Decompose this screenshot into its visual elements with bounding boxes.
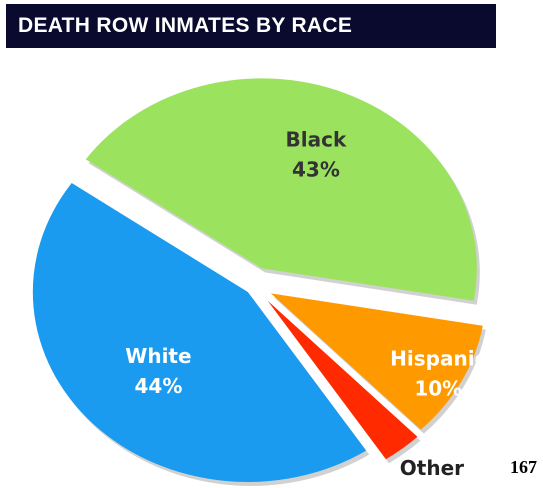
slice-name-hispanic: Hispanic xyxy=(390,346,486,370)
pie-labels: Black 43% Hispanic 10% Other 3% White 44% xyxy=(125,127,486,488)
slice-percent-other: 3% xyxy=(415,486,449,488)
slice-percent-hispanic: 10% xyxy=(414,376,462,400)
pie-slice-other xyxy=(267,300,418,460)
pie-slice-black xyxy=(85,78,477,301)
chart-title: DEATH ROW INMATES BY RACE xyxy=(6,4,496,48)
slice-name-white: White xyxy=(125,344,191,368)
slice-name-other: Other xyxy=(400,456,464,480)
slice-label-other: Other 3% xyxy=(400,456,464,488)
slice-percent-white: 44% xyxy=(134,374,182,398)
slice-name-black: Black xyxy=(286,127,347,151)
slice-label-white: White 44% xyxy=(125,344,191,398)
pie-slice-hispanic xyxy=(270,293,483,430)
page-number: 167 xyxy=(510,457,537,477)
slice-label-black: Black 43% xyxy=(286,127,347,181)
pie-slice-white xyxy=(32,182,367,482)
slice-label-hispanic: Hispanic 10% xyxy=(390,346,486,400)
slice-percent-black: 43% xyxy=(292,157,340,181)
pie-slices xyxy=(32,78,486,486)
